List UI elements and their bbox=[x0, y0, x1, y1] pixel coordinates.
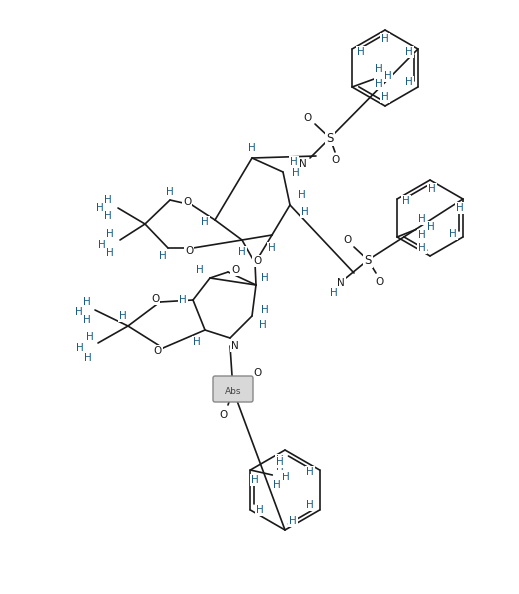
Text: H: H bbox=[405, 47, 413, 57]
Text: H: H bbox=[76, 343, 84, 353]
Text: H: H bbox=[357, 47, 365, 57]
Text: H: H bbox=[298, 190, 306, 200]
Text: H: H bbox=[306, 467, 313, 477]
Text: H: H bbox=[276, 455, 284, 465]
Text: N: N bbox=[337, 278, 345, 288]
Text: H: H bbox=[428, 184, 436, 194]
Text: H: H bbox=[449, 229, 457, 239]
Text: H: H bbox=[301, 207, 309, 217]
Text: H: H bbox=[83, 297, 91, 307]
Text: O: O bbox=[151, 294, 159, 304]
Text: H: H bbox=[418, 230, 426, 240]
Text: S: S bbox=[229, 384, 237, 397]
Text: H: H bbox=[104, 211, 112, 221]
Text: H: H bbox=[274, 480, 281, 490]
Text: O: O bbox=[331, 155, 339, 165]
Text: H: H bbox=[405, 77, 413, 87]
Text: S: S bbox=[326, 131, 334, 144]
Text: H: H bbox=[98, 240, 106, 250]
Text: H: H bbox=[282, 472, 290, 482]
Text: H: H bbox=[106, 248, 114, 258]
Text: O: O bbox=[376, 277, 384, 287]
Text: O: O bbox=[344, 235, 352, 245]
Text: H: H bbox=[166, 187, 174, 197]
Text: H: H bbox=[252, 475, 259, 485]
Text: O: O bbox=[253, 256, 261, 266]
Text: H: H bbox=[238, 247, 246, 257]
Text: O: O bbox=[304, 113, 312, 123]
Text: H: H bbox=[268, 243, 276, 253]
Text: H: H bbox=[261, 305, 269, 315]
Text: H: H bbox=[179, 295, 187, 305]
Text: H: H bbox=[292, 168, 300, 178]
Text: O: O bbox=[254, 368, 262, 378]
Text: S: S bbox=[364, 254, 372, 267]
Text: O: O bbox=[183, 197, 191, 207]
FancyBboxPatch shape bbox=[213, 376, 253, 402]
Text: H: H bbox=[104, 195, 112, 205]
Text: O: O bbox=[185, 246, 193, 256]
Text: O: O bbox=[231, 265, 239, 275]
Text: H: H bbox=[86, 332, 94, 342]
Text: H: H bbox=[381, 34, 389, 44]
Text: H: H bbox=[330, 288, 338, 298]
Text: H: H bbox=[75, 307, 83, 317]
Text: H: H bbox=[384, 71, 392, 81]
Text: H: H bbox=[83, 315, 91, 325]
Text: H: H bbox=[418, 214, 426, 224]
Text: H: H bbox=[159, 251, 167, 261]
Text: H: H bbox=[381, 92, 389, 102]
Text: H: H bbox=[375, 64, 383, 74]
Text: H: H bbox=[290, 157, 298, 167]
Text: H: H bbox=[277, 462, 284, 472]
Text: N: N bbox=[231, 341, 239, 351]
Text: H: H bbox=[96, 203, 104, 213]
Text: O: O bbox=[219, 410, 227, 420]
Text: H: H bbox=[402, 196, 410, 206]
Text: H: H bbox=[201, 217, 209, 227]
Text: H: H bbox=[456, 203, 464, 213]
Text: H: H bbox=[248, 143, 256, 153]
Text: H: H bbox=[375, 79, 383, 89]
Text: H: H bbox=[193, 337, 201, 347]
Text: O: O bbox=[154, 346, 162, 356]
Text: H: H bbox=[276, 457, 284, 467]
Text: H: H bbox=[256, 505, 264, 515]
Text: H: H bbox=[106, 229, 114, 239]
Text: H: H bbox=[196, 265, 204, 275]
Text: N: N bbox=[299, 159, 307, 169]
Text: H: H bbox=[84, 353, 92, 363]
Text: H: H bbox=[418, 243, 426, 253]
Text: H: H bbox=[119, 311, 127, 321]
Text: H: H bbox=[306, 500, 313, 510]
Text: H: H bbox=[289, 516, 297, 526]
Text: Abs: Abs bbox=[225, 387, 241, 397]
Text: H: H bbox=[261, 273, 269, 283]
Text: H: H bbox=[427, 222, 435, 232]
Text: H: H bbox=[259, 320, 267, 330]
